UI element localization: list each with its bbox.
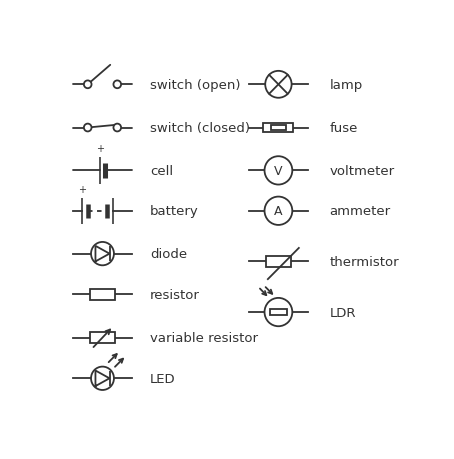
Ellipse shape xyxy=(84,124,92,132)
Bar xyxy=(90,290,115,300)
Text: V: V xyxy=(274,164,283,178)
Text: voltmeter: voltmeter xyxy=(330,164,395,178)
Ellipse shape xyxy=(91,367,114,390)
Text: thermistor: thermistor xyxy=(330,255,399,269)
Text: cell: cell xyxy=(150,164,173,178)
Text: battery: battery xyxy=(150,205,199,218)
Text: ammeter: ammeter xyxy=(330,205,390,218)
Ellipse shape xyxy=(114,124,121,132)
Bar xyxy=(90,332,115,343)
Text: diode: diode xyxy=(150,247,187,261)
Text: +: + xyxy=(96,143,104,153)
Ellipse shape xyxy=(265,197,292,225)
Text: switch (open): switch (open) xyxy=(150,78,241,92)
Ellipse shape xyxy=(91,242,114,266)
Text: resistor: resistor xyxy=(150,288,200,301)
Ellipse shape xyxy=(84,81,92,89)
Ellipse shape xyxy=(114,81,121,89)
Text: lamp: lamp xyxy=(330,78,363,92)
Bar xyxy=(271,126,286,131)
Ellipse shape xyxy=(265,157,292,185)
Text: variable resistor: variable resistor xyxy=(150,331,258,344)
Bar xyxy=(263,123,293,133)
Ellipse shape xyxy=(265,298,292,326)
Bar xyxy=(270,309,287,315)
Text: switch (closed): switch (closed) xyxy=(150,122,250,135)
Ellipse shape xyxy=(265,72,291,99)
Bar xyxy=(266,257,291,267)
Text: fuse: fuse xyxy=(330,122,358,135)
Text: LED: LED xyxy=(150,372,176,385)
Text: A: A xyxy=(274,205,283,218)
Text: +: + xyxy=(78,185,86,194)
Text: LDR: LDR xyxy=(330,306,356,319)
